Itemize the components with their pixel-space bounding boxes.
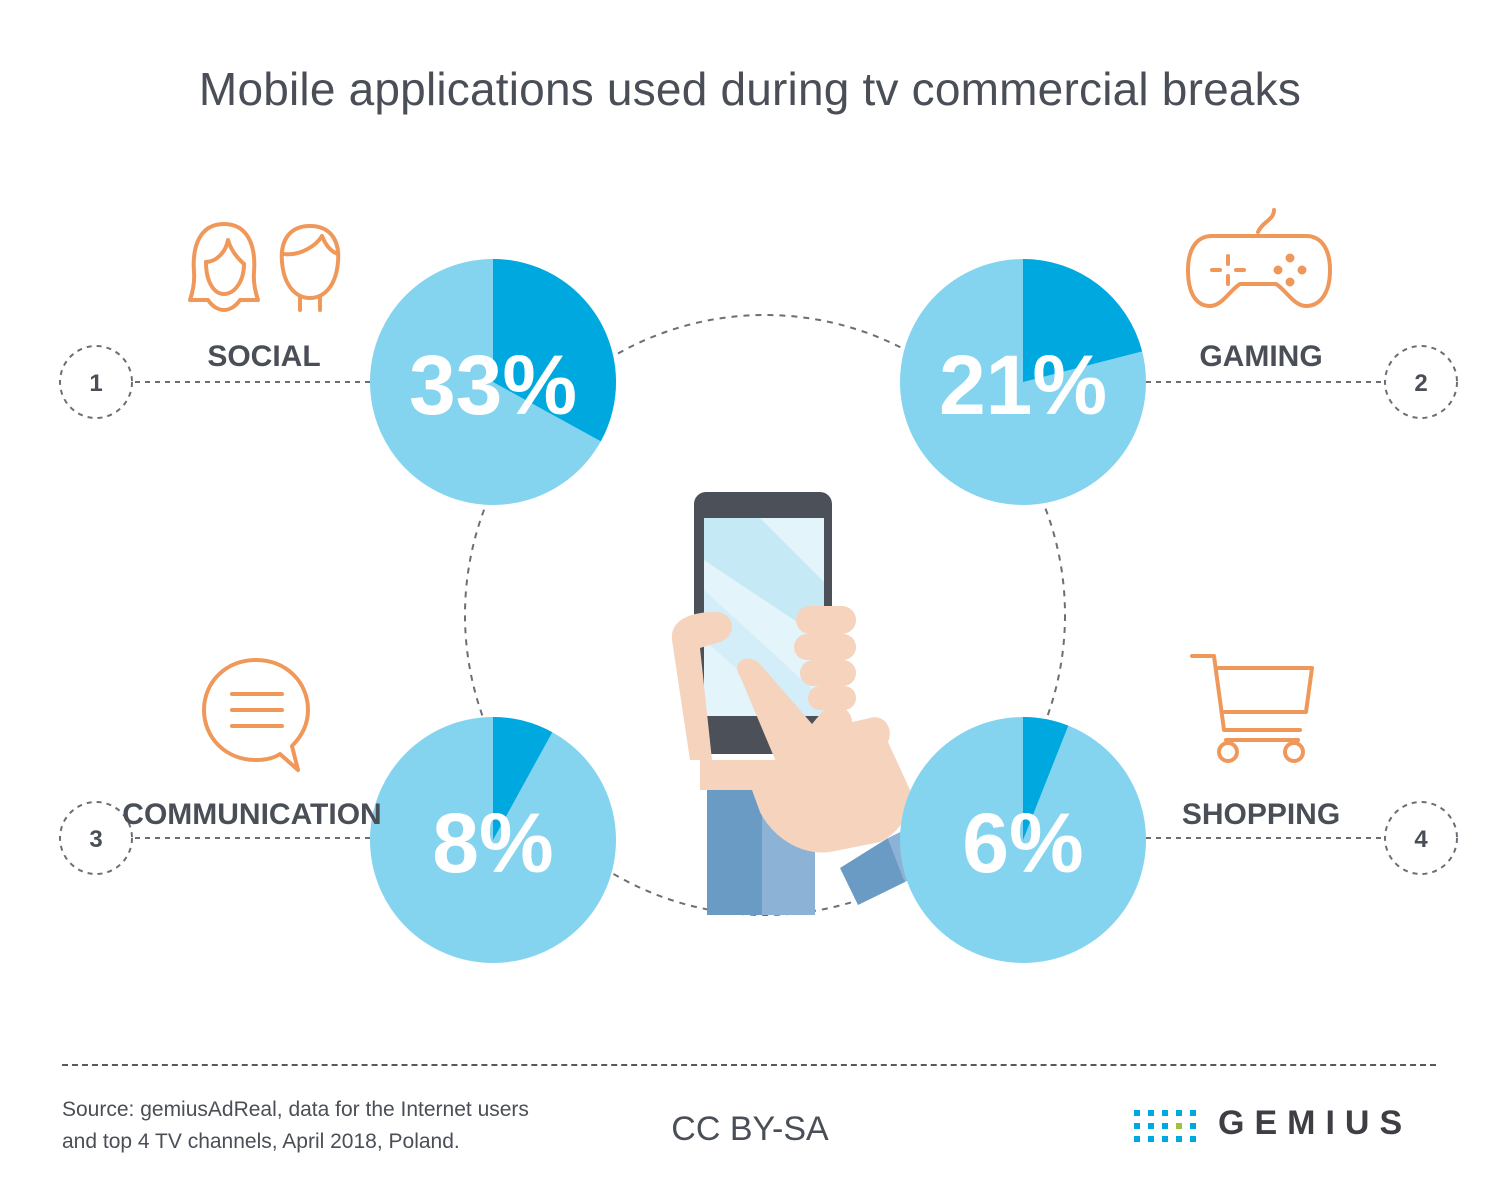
pie-social [370,259,616,505]
shopping-cart-icon [1190,654,1314,763]
pie-shopping [900,717,1146,963]
footer-divider [62,1064,1436,1066]
logo-dots-icon [1134,1110,1196,1142]
gamepad-icon [1186,208,1332,308]
pie-label-gaming: 21% [939,338,1107,432]
number-1: 1 [89,370,102,397]
source-line-1: Source: gemiusAdReal, data for the Inter… [62,1098,529,1121]
pie-label-shopping: 6% [962,796,1083,890]
category-communication: COMMUNICATION [122,798,381,831]
number-3: 3 [89,826,102,853]
pie-gaming [900,259,1146,505]
source-note: Source: gemiusAdReal, data for the Inter… [62,1094,582,1158]
license-label: CC BY-SA [671,1110,829,1148]
category-shopping: SHOPPING [1182,798,1340,831]
phone-hand-illustration [671,492,930,915]
source-line-2: and top 4 TV channels, April 2018, Polan… [62,1130,460,1153]
number-2: 2 [1414,370,1427,397]
pie-slice-shopping [1023,717,1069,840]
gemius-logo: GEMIUS [1130,1104,1450,1148]
number-badge-1: 1 [59,345,133,419]
logo-text: GEMIUS [1218,1104,1413,1142]
category-social: SOCIAL [207,340,320,373]
pie-slice-social [493,259,616,442]
pie-label-communication: 8% [432,796,553,890]
number-4: 4 [1414,826,1428,853]
category-gaming: GAMING [1199,340,1322,373]
number-badge-2: 2 [1384,345,1458,419]
number-badge-3: 3 [59,801,133,875]
number-badge-4: 4 [1384,801,1458,875]
people-icon [188,222,341,312]
pie-communication [370,717,616,963]
pie-slice-communication [493,717,553,840]
speech-bubble-icon [202,658,310,772]
pie-slice-gaming [1023,259,1143,382]
chart-title: Mobile applications used during tv comme… [198,63,1302,115]
pie-label-social: 33% [409,338,577,432]
